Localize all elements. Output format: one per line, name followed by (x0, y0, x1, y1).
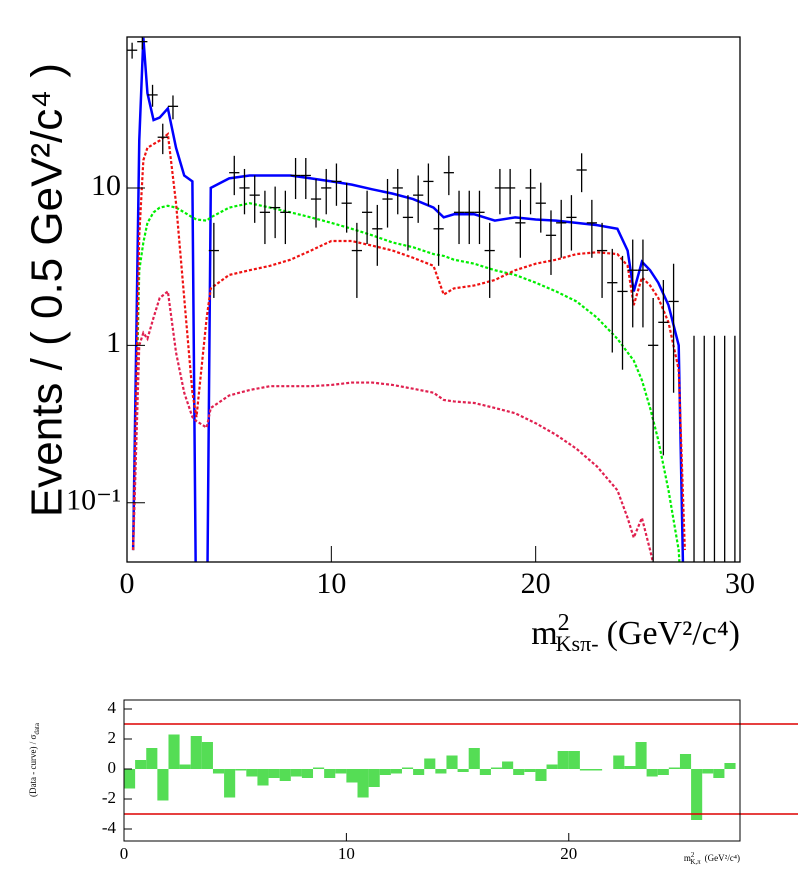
pull-bar (313, 767, 325, 769)
pull-bar (713, 769, 725, 778)
curve (132, 131, 686, 551)
pull-bar (435, 769, 447, 774)
pull-bar (212, 769, 225, 774)
pull-bar (535, 769, 547, 781)
y-tick-label: 0 (108, 758, 117, 777)
x-tick-label: 30 (725, 567, 755, 600)
pull-bar (168, 734, 180, 769)
pull-bar (157, 769, 169, 801)
pull-bar (235, 769, 247, 771)
pull-bar (490, 767, 503, 769)
y-tick-label: 2 (108, 728, 117, 747)
pull-bar (502, 761, 514, 769)
y-axis-label-bottom: (Data - curve) / σdata (28, 722, 41, 797)
pull-bar (124, 769, 136, 789)
pull-bar (724, 763, 736, 769)
pull-bar (668, 767, 680, 769)
y-tick-label: 10⁻¹ (66, 484, 121, 517)
pull-bar (646, 769, 658, 777)
x-tick-label: 0 (120, 844, 129, 863)
curve (132, 202, 681, 562)
pull-bar (679, 754, 692, 769)
pull-bar (357, 769, 369, 798)
pull-bar (579, 769, 592, 771)
x-tick-label: 10 (316, 567, 346, 600)
pull-bar (513, 769, 525, 775)
pull-bar (379, 769, 391, 775)
pull-bar (346, 769, 358, 783)
pull-bar (446, 755, 458, 769)
x-tick-label: 0 (120, 567, 135, 600)
pull-bar (546, 764, 558, 769)
plot-area-bottom (124, 734, 736, 820)
pull-bar (424, 758, 436, 769)
pull-bar (457, 769, 469, 772)
frame-bottom (123, 699, 741, 842)
pull-bar (279, 769, 291, 781)
pull-bar (624, 766, 636, 769)
pull-bar (201, 742, 213, 769)
pull-bar (301, 769, 314, 778)
pull-bar (691, 769, 703, 820)
pull-bar (268, 769, 280, 778)
y-tick-label: -2 (102, 788, 116, 807)
pull-bar (290, 769, 302, 777)
pull-bar (591, 769, 603, 771)
pull-bar (468, 748, 480, 769)
frame (126, 36, 741, 563)
pull-bar (657, 769, 669, 775)
y-tick-label: 10 (91, 169, 121, 202)
pull-bar (524, 769, 536, 772)
y-tick-label: 1 (106, 326, 121, 359)
pull-bar (635, 742, 647, 769)
pull-bar (335, 769, 347, 774)
pull-bar (568, 751, 580, 769)
curve (132, 289, 655, 562)
pull-bar (224, 769, 236, 798)
x-tick-label: 10 (338, 844, 355, 863)
pull-bar (557, 751, 569, 769)
pull-bar (257, 769, 269, 786)
pull-bar (179, 764, 191, 769)
pull-bar (146, 748, 158, 769)
pull-bar (613, 755, 625, 769)
y-axis-label: Events / ( 0.5 GeV²/c⁴ ) (23, 63, 72, 517)
pull-bar (413, 769, 425, 775)
x-axis-label-bottom: m2 K,π (GeV²/c⁴) (684, 851, 740, 866)
pull-bar (390, 769, 402, 774)
pull-bar (479, 769, 491, 775)
pull-bar (190, 736, 202, 769)
x-tick-label: 20 (521, 567, 551, 600)
pull-bar (702, 769, 714, 774)
curve (131, 37, 685, 562)
y-tick-label: -4 (102, 818, 117, 837)
pull-bar (368, 769, 380, 787)
plot-area (127, 37, 736, 562)
pull-bar (401, 767, 414, 769)
pull-bar (246, 769, 258, 777)
x-axis-label: m2 Ksπ- (GeV²/c⁴) (531, 610, 740, 657)
pull-bar (324, 769, 336, 778)
x-tick-label: 20 (560, 844, 577, 863)
y-tick-label: 4 (108, 698, 117, 717)
pull-bar (135, 760, 147, 769)
